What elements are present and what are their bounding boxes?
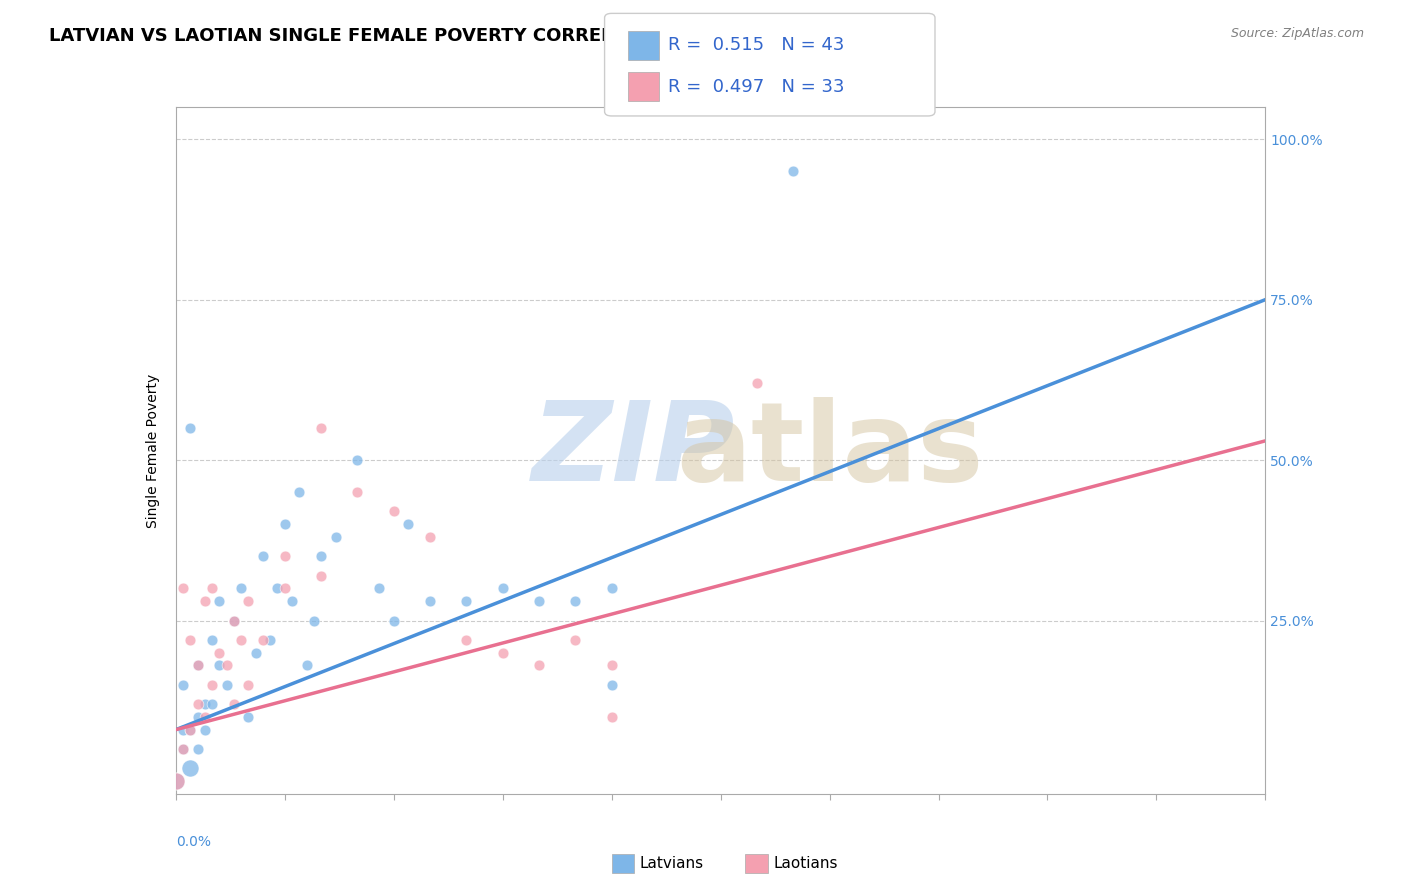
Text: LATVIAN VS LAOTIAN SINGLE FEMALE POVERTY CORRELATION CHART: LATVIAN VS LAOTIAN SINGLE FEMALE POVERTY… xyxy=(49,27,748,45)
Point xyxy=(172,678,194,692)
Point xyxy=(382,614,405,628)
Point xyxy=(288,485,311,500)
Y-axis label: Single Female Poverty: Single Female Poverty xyxy=(146,374,160,527)
Point xyxy=(172,582,194,596)
Point xyxy=(208,594,231,608)
Point xyxy=(172,742,194,756)
Point xyxy=(346,453,368,467)
Point xyxy=(201,697,224,711)
Point xyxy=(179,723,201,737)
Point xyxy=(325,530,347,544)
Point xyxy=(309,549,332,564)
Point xyxy=(194,710,217,724)
Point xyxy=(295,658,318,673)
Point xyxy=(179,632,201,647)
Point xyxy=(419,594,441,608)
Point xyxy=(201,632,224,647)
Point xyxy=(222,697,245,711)
Text: Laotians: Laotians xyxy=(773,856,838,871)
Point xyxy=(564,594,586,608)
Point xyxy=(172,742,194,756)
Text: ZIP: ZIP xyxy=(531,397,735,504)
Point xyxy=(274,582,297,596)
Point xyxy=(172,723,194,737)
Point xyxy=(238,678,260,692)
Point xyxy=(368,582,391,596)
Point xyxy=(782,164,804,178)
Point xyxy=(600,710,623,724)
Point xyxy=(186,710,209,724)
Point xyxy=(238,710,260,724)
Point xyxy=(492,646,515,660)
Point xyxy=(745,376,768,390)
Point xyxy=(281,594,304,608)
Point xyxy=(179,761,201,775)
Point xyxy=(231,582,253,596)
Point xyxy=(274,549,297,564)
Point xyxy=(252,632,274,647)
Point xyxy=(259,632,281,647)
Point xyxy=(186,658,209,673)
Point xyxy=(600,582,623,596)
Point xyxy=(346,485,368,500)
Point xyxy=(419,530,441,544)
Point xyxy=(600,658,623,673)
Point xyxy=(179,723,201,737)
Text: Latvians: Latvians xyxy=(640,856,704,871)
Point xyxy=(215,658,238,673)
Point xyxy=(309,568,332,582)
Point xyxy=(382,504,405,518)
Point xyxy=(186,742,209,756)
Point xyxy=(231,632,253,647)
Point xyxy=(186,697,209,711)
Point xyxy=(186,658,209,673)
Point xyxy=(194,594,217,608)
Point xyxy=(238,594,260,608)
Point xyxy=(564,632,586,647)
Point xyxy=(527,594,550,608)
Point xyxy=(208,646,231,660)
Point xyxy=(165,774,187,789)
Point xyxy=(165,774,187,789)
Text: R =  0.515   N = 43: R = 0.515 N = 43 xyxy=(668,37,844,54)
Point xyxy=(245,646,267,660)
Point xyxy=(201,582,224,596)
Point xyxy=(194,723,217,737)
Point xyxy=(222,614,245,628)
Point xyxy=(252,549,274,564)
Point xyxy=(208,658,231,673)
Point xyxy=(179,421,201,435)
Point xyxy=(456,594,478,608)
Text: 0.0%: 0.0% xyxy=(176,835,211,849)
Point xyxy=(222,614,245,628)
Point xyxy=(302,614,325,628)
Point xyxy=(215,678,238,692)
Point xyxy=(456,632,478,647)
Text: R =  0.497   N = 33: R = 0.497 N = 33 xyxy=(668,78,845,95)
Text: Source: ZipAtlas.com: Source: ZipAtlas.com xyxy=(1230,27,1364,40)
Point xyxy=(396,517,419,532)
Point xyxy=(201,678,224,692)
Point xyxy=(194,697,217,711)
Text: atlas: atlas xyxy=(676,397,983,504)
Point xyxy=(600,678,623,692)
Point xyxy=(266,582,288,596)
Point xyxy=(527,658,550,673)
Point xyxy=(492,582,515,596)
Point xyxy=(309,421,332,435)
Point xyxy=(274,517,297,532)
